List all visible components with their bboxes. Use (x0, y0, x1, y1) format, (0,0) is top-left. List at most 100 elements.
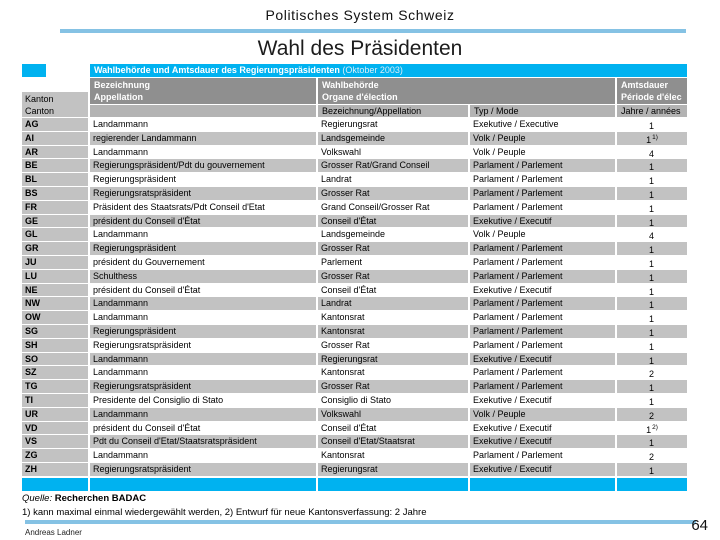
appellation-cell: Landammann (90, 297, 316, 311)
jahre-note: 1) (652, 133, 658, 141)
organe-cell: Regierungsrat (318, 352, 468, 366)
table-row: FR Präsident des Staatsrats/Pdt Conseil … (22, 200, 687, 215)
jahre-cell: 1 (617, 242, 687, 255)
appellation-cell: Schulthess (90, 269, 316, 283)
subheader-jahre-annees: Jahre / années (617, 105, 687, 117)
typ-cell: Parlament / Parlement (470, 173, 615, 186)
appellation-cell: Regierungspräsident/Pdt du gouvernement (90, 159, 316, 173)
column-header-bezeichnung-de: Bezeichnung (94, 80, 151, 90)
jahre-value: 1 (648, 396, 654, 407)
organe-cell: Landsgemeinde (318, 131, 468, 145)
jahre-value: 2 (648, 369, 654, 380)
appellation-cell: Regierungsratspräsident (90, 186, 316, 200)
table-row: GR Regierungspräsident Grosser Rat Parla… (22, 242, 687, 256)
footer-bar-cell (318, 477, 468, 491)
canton-code: LU (22, 269, 88, 283)
jahre-cell: 1 (617, 297, 687, 311)
table-row: AI regierender Landammann Landsgemeinde … (22, 131, 687, 146)
jahre-value: 1 (648, 286, 654, 297)
typ-cell: Parlament / Parlement (470, 338, 615, 352)
typ-cell: Parlament / Parlement (470, 297, 615, 311)
canton-code: FR (22, 200, 88, 214)
appellation-cell: président du Conseil d'État (90, 214, 316, 228)
canton-code: NE (22, 283, 88, 297)
jahre-cell: 1 (617, 255, 687, 269)
subheader-empty (90, 105, 316, 117)
typ-cell: Parlament / Parlement (470, 324, 615, 338)
canton-code: BS (22, 186, 88, 200)
footer-bar-cell (617, 477, 687, 491)
organe-cell: Landsgemeinde (318, 228, 468, 242)
jahre-cell: 1 (617, 214, 687, 228)
footer-bar-cell (470, 477, 615, 491)
canton-code: ZG (22, 449, 88, 462)
typ-cell: Parlament / Parlement (470, 159, 615, 173)
appellation-cell: Landammann (90, 118, 316, 131)
table-row: ZG Landammann Kantonsrat Parlament / Par… (22, 449, 687, 463)
jahre-value: 1 (648, 314, 654, 324)
jahre-cell: 1 (617, 393, 687, 407)
organe-cell: Kantonsrat (318, 366, 468, 380)
table-header: Wahlbehörde und Amtsdauer des Regierungs… (22, 64, 687, 118)
jahre-value: 1 (648, 258, 654, 269)
canton-code: GE (22, 214, 88, 228)
appellation-cell: Landammann (90, 228, 316, 242)
table-row: BL Regierungspräsident Landrat Parlament… (22, 173, 687, 187)
canton-code: SG (22, 324, 88, 338)
appellation-cell: Landammann (90, 145, 316, 159)
appellation-cell: Landammann (90, 366, 316, 380)
jahre-cell: 4 (617, 228, 687, 242)
jahre-cell: 1 (617, 200, 687, 214)
canton-code: TI (22, 393, 88, 407)
source-label: Quelle: (22, 493, 53, 504)
organe-cell: Volkswahl (318, 407, 468, 421)
column-header-bezeichnung-fr: Appellation (94, 92, 143, 102)
table-row: OW Landammann Kantonsrat Parlament / Par… (22, 311, 687, 325)
table-title: Wahlbehörde und Amtsdauer des Regierungs… (94, 65, 340, 75)
jahre-cell: 2 (617, 407, 687, 421)
organe-cell: Grosser Rat (318, 380, 468, 393)
jahre-cell: 11) (617, 131, 687, 145)
organe-cell: Conseil d'Etat/Staatsrat (318, 435, 468, 449)
appellation-cell: Pdt du Conseil d'Etat/Staatsratspräsiden… (90, 435, 316, 449)
jahre-cell: 1 (617, 173, 687, 186)
subheader-bezeichnung-appellation: Bezeichnung/Appellation (318, 105, 468, 117)
source-value: Recherchen BADAC (54, 493, 147, 504)
jahre-cell: 1 (617, 324, 687, 338)
organe-cell: Regierungsrat (318, 462, 468, 476)
organe-cell: Kantonsrat (318, 449, 468, 462)
canton-code: SH (22, 338, 88, 352)
column-header-amtsdauer: Amtsdauer Période d'élec (617, 78, 687, 104)
typ-cell: Exekutive / Executif (470, 393, 615, 407)
table-row: SZ Landammann Kantonsrat Parlament / Par… (22, 366, 687, 380)
subheader-typ-mode: Typ / Mode (470, 105, 615, 117)
jahre-value: 1 (648, 300, 654, 311)
typ-cell: Volk / Peuple (470, 131, 615, 145)
canton-code: VD (22, 421, 88, 435)
jahre-value: 2 (648, 452, 654, 462)
table-row: UR Landammann Volkswahl Volk / Peuple 2 (22, 407, 687, 422)
jahre-value: 1 (648, 383, 654, 393)
organe-cell: Volkswahl (318, 145, 468, 159)
typ-cell: Exekutive / Executif (470, 462, 615, 476)
table-title-date: (Oktober 2003) (339, 65, 403, 75)
jahre-value: 1 (648, 465, 654, 476)
canton-code: BL (22, 173, 88, 186)
table-row: LU Schulthess Grosser Rat Parlament / Pa… (22, 269, 687, 284)
footer-bar-cell (90, 477, 316, 491)
organe-cell: Parlement (318, 255, 468, 269)
appellation-cell: regierender Landammann (90, 131, 316, 145)
typ-cell: Parlament / Parlement (470, 311, 615, 324)
typ-cell: Exekutive / Executif (470, 421, 615, 435)
column-header-wahlbehoerde-fr: Organe d'élection (322, 92, 398, 102)
jahre-cell: 2 (617, 449, 687, 462)
column-header-kanton: Kanton Canton (22, 92, 88, 117)
jahre-value: 1 (648, 355, 654, 366)
appellation-cell: Präsident des Staatsrats/Pdt Conseil d'E… (90, 200, 316, 214)
organe-cell: Grosser Rat (318, 269, 468, 283)
table-title-corner-cell (22, 64, 46, 77)
column-header-wahlbehoerde: Wahlbehörde Organe d'élection (318, 78, 615, 104)
jahre-value: 1 (648, 203, 654, 214)
column-header-amtsdauer-de: Amtsdauer (621, 80, 669, 90)
typ-cell: Exekutive / Executive (470, 118, 615, 131)
